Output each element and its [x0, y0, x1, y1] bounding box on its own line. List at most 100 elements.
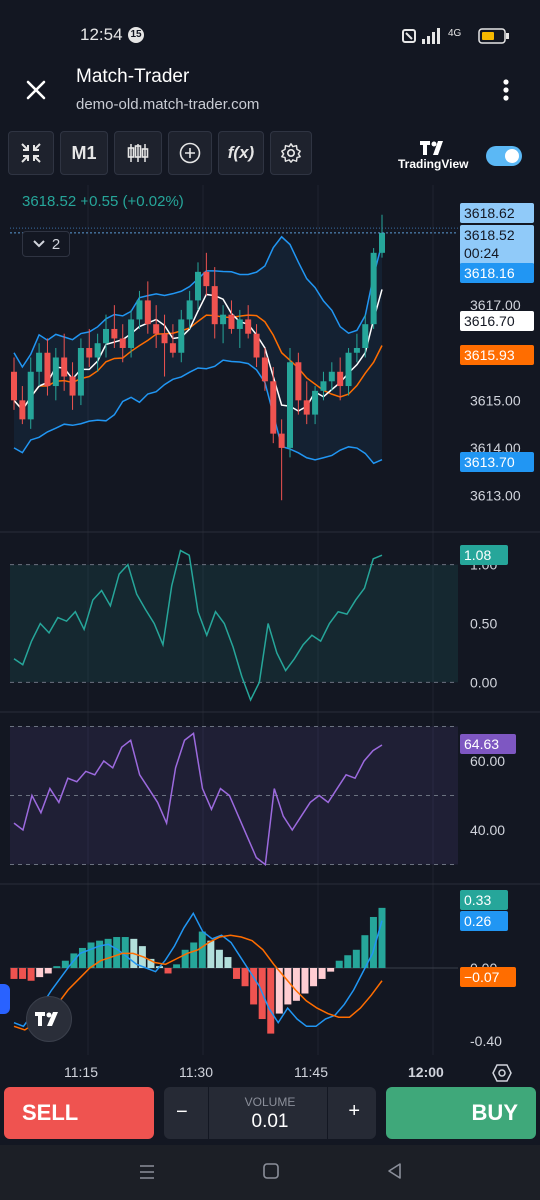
candle-body [153, 324, 160, 334]
candle-body [144, 300, 151, 325]
candle-body [328, 371, 335, 382]
volume-value[interactable]: 0.01 [251, 1111, 289, 1132]
volume-increase-button[interactable]: + [348, 1100, 360, 1122]
chart-canvas[interactable]: 3617.003615.003614.003613.001.000.500.00… [0, 0, 540, 1085]
macd-histogram-bar [198, 931, 206, 968]
macd-histogram-bar [361, 935, 369, 968]
macd-histogram-bar [292, 968, 300, 1001]
app-title: Match-Trader [76, 66, 190, 87]
macd-hist-tag: 0.33 [460, 890, 508, 910]
candle-body [312, 390, 319, 415]
candle-body [111, 328, 118, 339]
tradingview-badge-icon[interactable] [26, 996, 72, 1042]
fullscreen-exit-button[interactable] [8, 131, 54, 175]
stoch-band-fill [10, 564, 458, 683]
macd-histogram-bar [233, 968, 241, 979]
candle-body [362, 324, 369, 348]
price-axis-tick: 3614.00 [470, 440, 521, 456]
more-vertical-icon[interactable] [496, 74, 516, 106]
price-axis-tick: 3617.00 [470, 297, 521, 313]
macd-signal-tag: −0.07 [460, 967, 516, 987]
price-change-readout: 3618.52 +0.55 (+0.02%) [22, 193, 184, 210]
macd-histogram-bar [10, 968, 18, 979]
volume-decrease-button[interactable]: − [176, 1101, 188, 1123]
scale-settings-icon[interactable] [492, 1063, 512, 1083]
price-tag-current-value: 3618.52 [464, 227, 515, 243]
price-tag-high: 3618.62 [460, 203, 534, 223]
price-axis-tick: 3615.00 [470, 392, 521, 408]
macd-histogram-bar [224, 957, 232, 968]
close-icon[interactable] [22, 76, 50, 104]
signal-icon [422, 28, 440, 44]
macd-histogram-bar [36, 968, 44, 978]
macd-histogram-bar [27, 968, 35, 981]
candle-body [36, 352, 43, 372]
candle-body [186, 300, 193, 320]
rsi-value-tag: 64.63 [460, 734, 516, 754]
side-panel-handle[interactable] [0, 984, 10, 1014]
macd-histogram-bar [241, 968, 249, 987]
macd-axis-tick: -0.40 [470, 1033, 502, 1049]
battery-icon [478, 28, 509, 44]
volume-label: VOLUME [244, 1095, 296, 1109]
candles-icon [127, 144, 149, 162]
macd-histogram-bar [267, 968, 275, 1034]
tv-mark-icon [35, 1012, 58, 1026]
home-icon[interactable] [262, 1162, 280, 1180]
compare-button[interactable] [168, 131, 212, 175]
macd-histogram-bar [310, 968, 318, 987]
candle-body [270, 381, 277, 434]
notification-count-badge: 15 [128, 27, 144, 43]
candle-body [161, 333, 168, 344]
candle-body [94, 343, 101, 358]
candle-body [370, 252, 377, 325]
collapse-arrows-icon [21, 143, 41, 163]
candle-body [203, 271, 210, 287]
stoch-value-tag: 1.08 [460, 545, 508, 565]
macd-histogram-bar [207, 940, 215, 968]
buy-button[interactable]: BUY [386, 1087, 536, 1139]
stoch-axis-tick: 0.50 [470, 616, 497, 632]
candle-body [119, 338, 126, 348]
collapse-count: 2 [51, 235, 61, 253]
indicator-collapse-chip[interactable]: 2 [22, 231, 70, 257]
macd-histogram-bar [96, 940, 104, 968]
sell-button[interactable]: SELL [4, 1087, 154, 1139]
price-axis-tick: 3613.00 [470, 487, 521, 503]
chart-type-button[interactable] [114, 131, 162, 175]
macd-histogram-bar [104, 938, 112, 968]
time-label-1145: 11:45 [294, 1064, 328, 1080]
volume-divider-left [208, 1087, 209, 1139]
time-label-1115: 11:15 [64, 1064, 98, 1080]
tradingview-logo-icon [420, 141, 443, 155]
candle-body [103, 328, 109, 344]
macd-histogram-bar [173, 964, 181, 968]
indicators-button[interactable]: f(x) [218, 131, 264, 175]
macd-histogram-bar [250, 968, 258, 1005]
settings-button[interactable] [270, 131, 312, 175]
timeframe-button[interactable]: M1 [60, 131, 108, 175]
menu-icon[interactable] [138, 1163, 156, 1181]
price-tag-bb-lower: 3613.70 [460, 452, 534, 472]
macd-histogram-bar [78, 947, 86, 968]
tradingview-toggle[interactable] [486, 146, 522, 166]
candle-body [228, 314, 235, 329]
candle-body [44, 352, 51, 387]
candle-body [236, 319, 243, 329]
macd-histogram-bar [147, 958, 155, 968]
macd-histogram-bar [44, 968, 52, 974]
price-tag-current: 3618.52 00:24 [460, 225, 534, 265]
price-tag-bb-upper: 3618.16 [460, 263, 534, 283]
app-url: demo-old.match-trader.com [76, 96, 260, 113]
nfc-icon [402, 29, 416, 43]
price-tag-countdown: 00:24 [464, 245, 500, 261]
rsi-axis-tick: 40.00 [470, 822, 505, 838]
macd-histogram-bar [61, 960, 69, 968]
candle-body [345, 352, 352, 387]
candle-body [245, 319, 252, 334]
candle-body [86, 347, 93, 358]
ma-fast-line [13, 289, 383, 412]
stoch-line [13, 549, 383, 702]
back-icon[interactable] [386, 1162, 404, 1180]
volume-stepper: − VOLUME 0.01 + [164, 1087, 376, 1139]
